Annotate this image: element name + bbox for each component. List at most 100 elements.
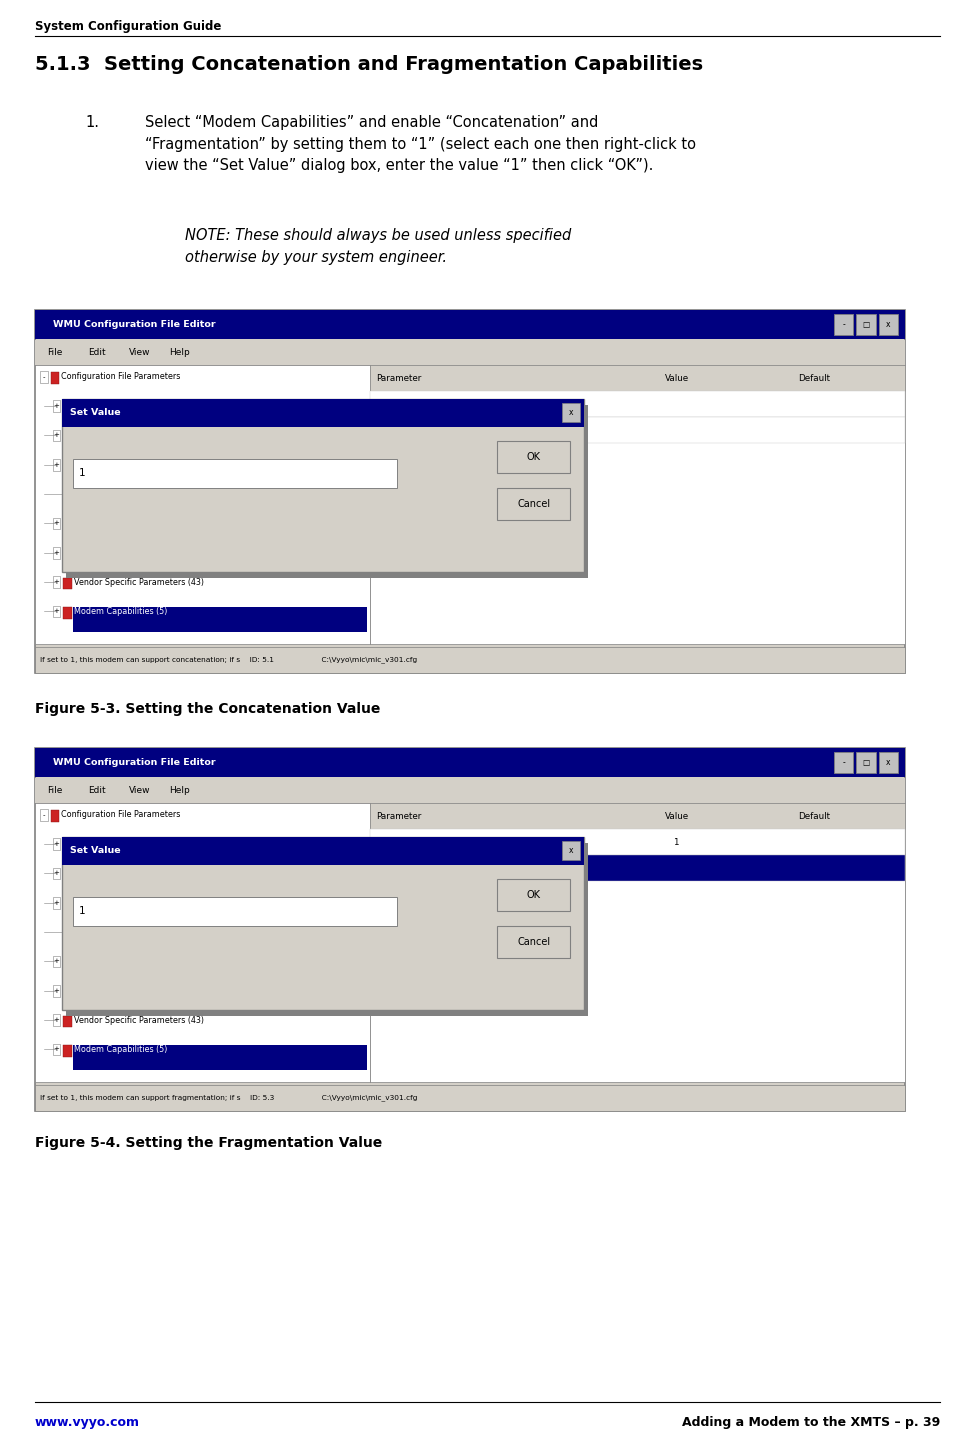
FancyBboxPatch shape	[53, 429, 60, 441]
FancyBboxPatch shape	[63, 840, 72, 852]
Text: +: +	[54, 550, 59, 556]
FancyBboxPatch shape	[53, 459, 60, 470]
FancyBboxPatch shape	[65, 405, 588, 577]
FancyBboxPatch shape	[61, 837, 584, 865]
FancyBboxPatch shape	[497, 441, 570, 473]
FancyBboxPatch shape	[35, 366, 370, 644]
Text: General Parameters: General Parameters	[74, 548, 155, 557]
Text: OK: OK	[526, 889, 540, 900]
FancyBboxPatch shape	[370, 830, 905, 856]
FancyBboxPatch shape	[497, 879, 570, 911]
Text: Cancel: Cancel	[517, 936, 550, 946]
Text: +: +	[54, 608, 59, 614]
Text: Vendor Specific Parameters (43): Vendor Specific Parameters (43)	[74, 577, 204, 586]
Text: x: x	[886, 321, 891, 329]
FancyBboxPatch shape	[63, 460, 72, 472]
Text: +: +	[54, 579, 59, 585]
FancyBboxPatch shape	[63, 607, 72, 618]
FancyBboxPatch shape	[373, 863, 381, 875]
FancyBboxPatch shape	[35, 1085, 905, 1111]
FancyBboxPatch shape	[53, 576, 60, 588]
Text: Set Value: Set Value	[69, 408, 120, 418]
Text: Edit: Edit	[88, 348, 105, 357]
FancyBboxPatch shape	[40, 810, 48, 821]
FancyBboxPatch shape	[61, 399, 584, 572]
Text: OK: OK	[526, 453, 540, 461]
Text: 5.1.3  Setting Concatenation and Fragmentation Capabilities: 5.1.3 Setting Concatenation and Fragment…	[35, 55, 703, 74]
Text: +: +	[54, 959, 59, 965]
Text: -: -	[842, 321, 845, 329]
FancyBboxPatch shape	[63, 898, 72, 910]
Text: SNMP Parameters: SNMP Parameters	[74, 840, 145, 849]
FancyBboxPatch shape	[53, 605, 60, 617]
Text: x: x	[886, 757, 891, 768]
Text: □: □	[862, 757, 870, 768]
FancyBboxPatch shape	[53, 985, 60, 997]
Text: If set to 1, this modem can support concatenation; if s    ID: 5.1              : If set to 1, this modem can support conc…	[40, 656, 417, 663]
Text: Cancel: Cancel	[517, 499, 550, 508]
FancyBboxPatch shape	[35, 647, 905, 673]
FancyBboxPatch shape	[63, 402, 72, 414]
FancyBboxPatch shape	[51, 373, 59, 385]
Text: Class Of Service Parameters (4): Class Of Service Parameters (4)	[74, 869, 202, 878]
FancyBboxPatch shape	[370, 392, 905, 418]
FancyBboxPatch shape	[370, 804, 905, 1082]
Text: If set to 1, this modem can support fragmentation; if s    ID: 5.3              : If set to 1, this modem can support frag…	[40, 1094, 417, 1101]
Text: +: +	[54, 871, 59, 876]
FancyBboxPatch shape	[63, 577, 72, 589]
Text: -: -	[43, 374, 45, 380]
FancyBboxPatch shape	[76, 927, 85, 939]
FancyBboxPatch shape	[370, 804, 905, 830]
FancyBboxPatch shape	[40, 371, 48, 383]
Text: Baseline Privacy Parameters [17]: Baseline Privacy Parameters [17]	[74, 519, 208, 528]
Text: Parameter: Parameter	[375, 374, 421, 383]
FancyBboxPatch shape	[73, 1045, 367, 1069]
Text: +: +	[54, 900, 59, 905]
FancyBboxPatch shape	[63, 548, 72, 560]
FancyBboxPatch shape	[53, 547, 60, 559]
Text: File: File	[47, 786, 62, 795]
FancyBboxPatch shape	[53, 1043, 60, 1055]
Text: Help: Help	[170, 348, 190, 357]
FancyBboxPatch shape	[878, 315, 898, 335]
FancyBboxPatch shape	[65, 843, 588, 1016]
Text: Parameter: Parameter	[375, 811, 421, 821]
Text: □: □	[862, 321, 870, 329]
Text: +: +	[54, 403, 59, 409]
FancyBboxPatch shape	[73, 459, 397, 488]
Text: Value: Value	[665, 811, 689, 821]
Text: 1: 1	[674, 837, 679, 847]
FancyBboxPatch shape	[370, 856, 905, 882]
Text: 1: 1	[78, 469, 85, 477]
Text: WMU Configuration File Editor: WMU Configuration File Editor	[53, 321, 215, 329]
FancyBboxPatch shape	[373, 425, 381, 437]
Text: UDP Port: UDP Port	[87, 927, 122, 937]
FancyBboxPatch shape	[76, 490, 85, 502]
FancyBboxPatch shape	[35, 804, 370, 1082]
FancyBboxPatch shape	[856, 753, 876, 773]
Text: Baseline Privacy Parameters [17]: Baseline Privacy Parameters [17]	[74, 958, 208, 966]
FancyBboxPatch shape	[53, 400, 60, 412]
Text: +: +	[54, 1046, 59, 1052]
FancyBboxPatch shape	[563, 842, 580, 860]
Text: Default: Default	[799, 374, 831, 383]
Text: +: +	[54, 461, 59, 467]
FancyBboxPatch shape	[35, 311, 905, 340]
FancyBboxPatch shape	[35, 341, 905, 366]
FancyBboxPatch shape	[51, 811, 59, 823]
Text: Concatenation Support: Concatenation Support	[384, 400, 486, 409]
FancyBboxPatch shape	[53, 956, 60, 968]
FancyBboxPatch shape	[35, 311, 905, 673]
Text: System Configuration Guide: System Configuration Guide	[35, 20, 221, 33]
Text: www.vyyo.com: www.vyyo.com	[35, 1416, 140, 1429]
FancyBboxPatch shape	[370, 418, 905, 444]
FancyBboxPatch shape	[373, 837, 381, 849]
FancyBboxPatch shape	[53, 868, 60, 879]
FancyBboxPatch shape	[63, 958, 72, 969]
Text: 1.: 1.	[85, 115, 99, 131]
Text: View: View	[129, 348, 150, 357]
FancyBboxPatch shape	[497, 488, 570, 519]
Text: Configuration File Parameters: Configuration File Parameters	[61, 810, 180, 820]
Text: View: View	[129, 786, 150, 795]
Text: 1: 1	[78, 905, 85, 916]
